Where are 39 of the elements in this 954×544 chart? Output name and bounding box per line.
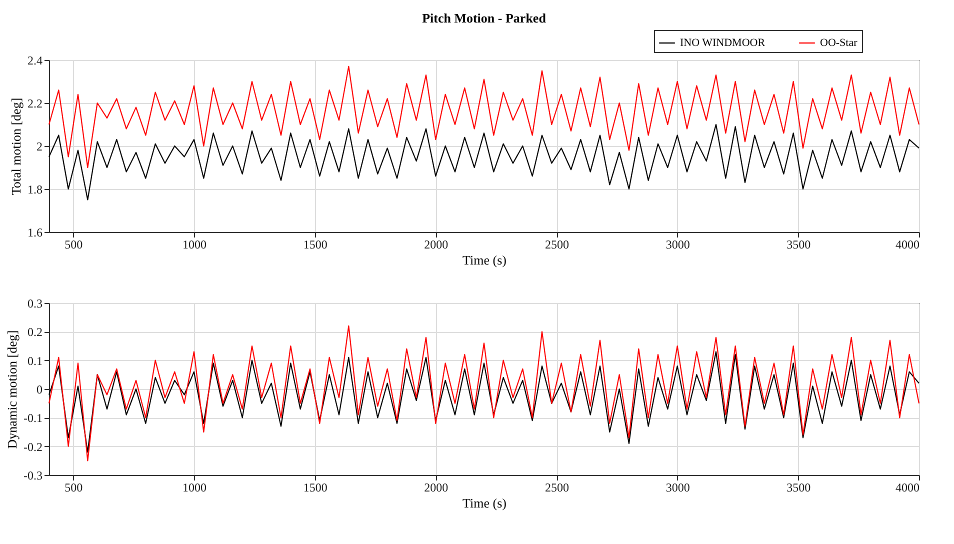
x-tick-label: 500: [64, 238, 83, 252]
x-tick-label: 3000: [666, 238, 690, 252]
y-tick-label: -0.1: [24, 411, 42, 426]
x-tick-label: 2000: [424, 238, 448, 252]
x-axis-title: Time (s): [462, 496, 506, 510]
y-axis-title: Total motion [deg]: [8, 98, 24, 196]
y-tick-label: 0.3: [28, 296, 42, 310]
legend-label: INO WINDMOOR: [680, 37, 766, 49]
x-tick-label: 3500: [786, 238, 811, 252]
legend-label: OO-Star: [820, 37, 858, 49]
x-tick-label: 1000: [182, 238, 206, 252]
x-axis-title: Time (s): [462, 252, 506, 268]
y-tick-label: 2.2: [28, 96, 42, 110]
x-tick-label: 1000: [182, 480, 206, 494]
line-series: [48, 124, 920, 200]
x-tick-label: 1500: [303, 480, 328, 494]
y-tick-label: 1.8: [28, 182, 42, 196]
y-tick-label: 2.4: [28, 54, 42, 68]
x-tick-label: 4000: [896, 480, 920, 494]
y-axis-title: Dynamic motion [deg]: [4, 330, 20, 449]
y-tick-label: 0.1: [28, 354, 42, 368]
x-tick-label: 2500: [545, 480, 569, 494]
line-series: [48, 351, 920, 453]
x-tick-label: 500: [64, 480, 83, 494]
y-tick-label: -0.3: [24, 468, 42, 482]
line-series: [48, 325, 920, 462]
y-tick-label: 0.2: [28, 325, 42, 340]
y-tick-label: -0.2: [24, 440, 42, 454]
y-tick-label: 1.6: [28, 226, 42, 240]
x-tick-label: 3000: [666, 480, 690, 494]
line-series: [48, 66, 920, 168]
x-tick-label: 2000: [424, 480, 448, 494]
x-tick-label: 2500: [545, 238, 569, 252]
y-tick-label: 0: [36, 382, 42, 396]
x-tick-label: 3500: [786, 480, 811, 494]
x-tick-label: 4000: [896, 238, 920, 252]
x-tick-label: 1500: [303, 238, 328, 252]
chart-title: Pitch Motion - Parked: [422, 10, 547, 26]
y-tick-label: 2: [36, 140, 42, 154]
